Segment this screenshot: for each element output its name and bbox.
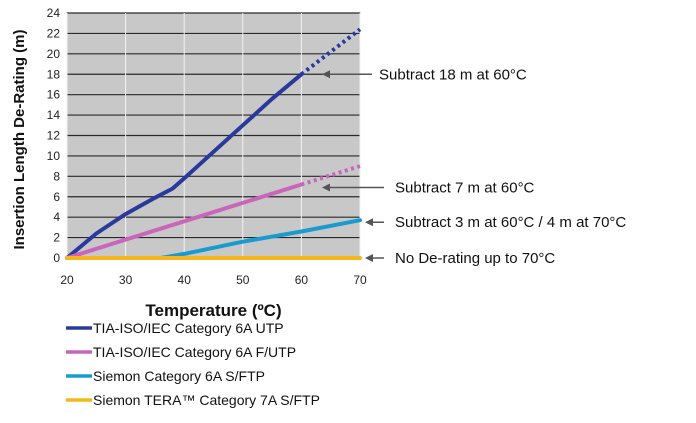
annotation: Subtract 18 m at 60°C <box>322 66 527 83</box>
legend-label: Siemon Category 6A S/FTP <box>93 368 265 384</box>
y-tick-label: 4 <box>53 210 60 224</box>
y-tick-label: 16 <box>47 88 61 102</box>
annotation: Subtract 3 m at 60°C / 4 m at 70°C <box>365 214 626 231</box>
legend: TIA-ISO/IEC Category 6A UTP TIA-ISO/IEC C… <box>66 320 320 408</box>
y-tick-label: 14 <box>47 108 61 122</box>
legend-label: TIA-ISO/IEC Category 6A UTP <box>93 320 284 336</box>
y-tick-label: 8 <box>53 169 60 183</box>
series-line <box>65 182 304 260</box>
annotation-label: No De-rating up to 70°C <box>395 250 555 267</box>
y-tick-label: 10 <box>47 149 61 163</box>
arrow-head-icon <box>322 70 330 79</box>
y-tick-label: 6 <box>53 190 60 204</box>
y-tick-label: 2 <box>53 231 60 245</box>
vertical-grid <box>66 13 361 258</box>
x-tick-labels: 20 30 40 50 60 70 <box>60 273 367 287</box>
legend-item: Siemon Category 6A S/FTP <box>66 368 265 384</box>
y-tick-label: 12 <box>47 129 61 143</box>
series-line <box>65 72 304 260</box>
legend-item: TIA-ISO/IEC Category 6A UTP <box>66 320 284 336</box>
y-tick-label: 20 <box>47 47 61 61</box>
legend-label: TIA-ISO/IEC Category 6A F/UTP <box>93 344 296 360</box>
arrow-head-icon <box>365 254 373 262</box>
x-tick-label: 50 <box>236 273 250 287</box>
x-axis-title: Temperature (ºC) <box>145 301 281 320</box>
legend-item: Siemon TERA™ Category 7A S/FTP <box>66 392 320 408</box>
series-lines <box>65 27 362 260</box>
x-tick-label: 20 <box>60 273 74 287</box>
x-tick-label: 60 <box>295 273 309 287</box>
legend-item: TIA-ISO/IEC Category 6A F/UTP <box>66 344 296 360</box>
annotations: Subtract 18 m at 60°C Subtract 7 m at 60°… <box>322 66 626 267</box>
y-tick-label: 22 <box>47 26 61 40</box>
annotation-label: Subtract 18 m at 60°C <box>379 66 527 83</box>
annotation: Subtract 7 m at 60°C <box>322 180 535 197</box>
arrow-head-icon <box>322 183 330 192</box>
x-tick-label: 30 <box>119 273 133 287</box>
annotation-label: Subtract 3 m at 60°C / 4 m at 70°C <box>395 214 626 231</box>
x-tick-label: 70 <box>353 273 367 287</box>
legend-label: Siemon TERA™ Category 7A S/FTP <box>93 392 320 408</box>
annotation: No De-rating up to 70°C <box>365 250 555 267</box>
y-tick-label: 18 <box>47 67 61 81</box>
annotation-label: Subtract 7 m at 60°C <box>395 180 535 197</box>
x-tick-label: 40 <box>178 273 192 287</box>
y-tick-label: 24 <box>47 6 61 20</box>
arrow-head-icon <box>365 218 373 227</box>
y-axis-title: Insertion Length De-Rating (m) <box>11 30 28 250</box>
y-tick-label: 0 <box>53 251 60 265</box>
